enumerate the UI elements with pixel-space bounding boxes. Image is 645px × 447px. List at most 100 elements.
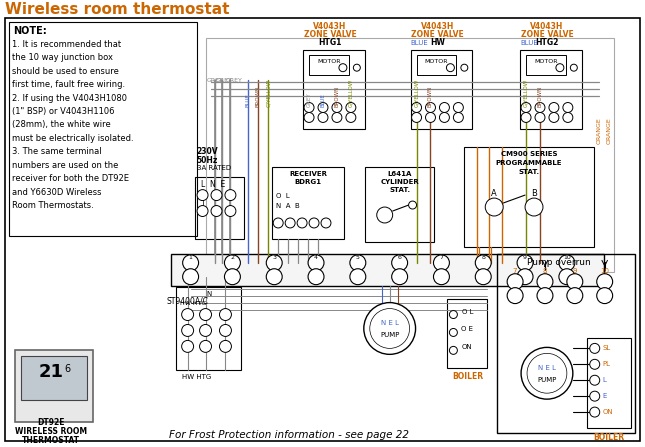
Text: 230V: 230V [197,148,218,156]
Text: ORANGE: ORANGE [596,118,601,144]
Text: N  A  B: N A B [276,203,300,209]
Circle shape [219,341,232,352]
Text: V4043H: V4043H [530,22,564,31]
Text: RECEIVER: RECEIVER [289,171,327,177]
Text: B: B [531,189,537,198]
Text: ON: ON [462,344,473,350]
Text: 2: 2 [230,255,234,260]
Text: HW HTG: HW HTG [182,374,211,380]
Circle shape [318,102,328,113]
Text: 2. If using the V4043H1080: 2. If using the V4043H1080 [12,93,128,102]
Text: ON: ON [602,409,613,415]
Circle shape [224,269,241,285]
Text: BROWN: BROWN [256,86,261,107]
Text: GREY: GREY [306,93,312,107]
Text: 1: 1 [189,255,193,260]
Text: O L: O L [462,308,473,315]
Circle shape [590,391,600,401]
Text: receiver for both the DT92E: receiver for both the DT92E [12,174,130,183]
Circle shape [485,198,503,216]
Circle shape [450,346,457,354]
Circle shape [370,308,410,348]
Text: V4043H: V4043H [421,22,454,31]
Text: BROWN: BROWN [335,86,339,107]
Text: 5: 5 [356,255,360,260]
Text: PUMP: PUMP [537,377,557,383]
Circle shape [353,64,361,71]
Circle shape [199,308,212,320]
Circle shape [211,190,222,201]
Circle shape [446,64,454,72]
Text: CM900 SERIES: CM900 SERIES [501,151,557,157]
Bar [520,50,582,129]
Text: (28mm), the white wire: (28mm), the white wire [12,120,111,130]
Circle shape [219,308,232,320]
Text: Wireless room thermostat: Wireless room thermostat [5,2,230,17]
Text: MOTOR: MOTOR [424,59,448,64]
Circle shape [392,269,408,285]
Text: L641A: L641A [388,171,412,177]
Circle shape [304,102,314,113]
Text: O  L: O L [276,193,290,199]
Text: A: A [491,189,497,198]
Circle shape [453,113,463,122]
Text: SL: SL [602,346,611,351]
Bar [272,167,344,239]
Circle shape [507,288,523,304]
Text: ST9400A/C: ST9400A/C [166,297,209,306]
Circle shape [439,113,450,122]
Text: first time, fault free wiring.: first time, fault free wiring. [12,80,126,89]
Circle shape [597,274,613,290]
Text: BLUE: BLUE [321,94,326,107]
Text: BROWN: BROWN [428,86,433,107]
Circle shape [321,218,331,228]
Circle shape [197,206,208,216]
Circle shape [199,325,212,337]
Circle shape [426,102,435,113]
Text: V4043H: V4043H [313,22,346,31]
Circle shape [350,269,366,285]
Text: N E L: N E L [538,365,556,371]
Bar [464,148,594,247]
Circle shape [590,359,600,369]
Text: NOTE:: NOTE: [14,26,47,36]
Text: THERMOSTAT: THERMOSTAT [23,436,80,445]
Circle shape [346,113,356,122]
Text: BOILER: BOILER [593,433,624,442]
Text: 3: 3 [272,255,276,260]
Circle shape [570,64,577,71]
Circle shape [439,102,450,113]
Circle shape [199,341,212,352]
Circle shape [525,198,543,216]
Circle shape [297,218,307,228]
Text: MOTOR: MOTOR [317,59,341,64]
Text: ZONE VALVE: ZONE VALVE [521,30,573,39]
Circle shape [535,102,545,113]
Circle shape [521,347,573,399]
Circle shape [563,113,573,122]
Circle shape [225,190,236,201]
Circle shape [309,218,319,228]
Text: numbers are used on the: numbers are used on the [12,161,119,170]
Text: 6: 6 [398,255,402,260]
Text: BDRG1: BDRG1 [295,179,322,185]
Circle shape [590,343,600,354]
Circle shape [559,255,575,271]
Circle shape [537,288,553,304]
Circle shape [461,64,468,71]
Text: GREY: GREY [207,78,224,83]
Text: HTG1: HTG1 [318,38,342,47]
Text: CYLINDER: CYLINDER [381,179,419,185]
Circle shape [332,102,342,113]
Text: 3A RATED: 3A RATED [197,165,231,171]
Text: BLUE: BLUE [520,40,538,46]
Text: the 10 way junction box: the 10 way junction box [12,53,114,62]
Bar [417,55,457,75]
Circle shape [197,190,208,201]
Text: 10: 10 [563,255,571,260]
Text: G/YELLOW: G/YELLOW [414,79,419,107]
Circle shape [590,407,600,417]
Text: (1" BSP) or V4043H1106: (1" BSP) or V4043H1106 [12,107,115,116]
Circle shape [318,113,328,122]
Bar [526,55,566,75]
